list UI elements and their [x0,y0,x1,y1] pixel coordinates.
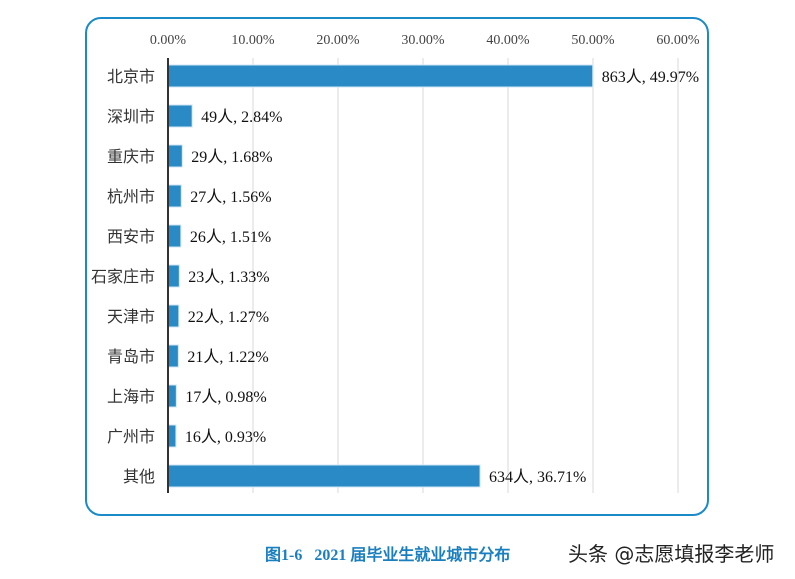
category-label: 杭州市 [107,187,155,206]
x-tick-label: 50.00% [571,33,615,48]
category-label: 青岛市 [107,347,155,366]
figure-caption: 图1-6 2021 届毕业生就业城市分布 [265,547,511,564]
x-tick-label: 40.00% [486,33,530,48]
bar [167,224,182,248]
category-label: 广州市 [107,427,155,446]
data-label: 863人, 49.97% [602,68,699,86]
bar [167,384,177,408]
x-tick-label: 30.00% [401,33,445,48]
chart-frame [85,17,709,516]
bar [167,184,182,208]
x-tick-label: 0.00% [150,33,187,48]
data-label: 27人, 1.56% [190,188,271,206]
data-label: 22人, 1.27% [188,308,269,326]
category-label: 石家庄市 [91,267,155,286]
data-label: 23人, 1.33% [188,268,269,286]
category-label: 上海市 [107,387,155,406]
category-label: 西安市 [107,227,155,246]
category-label: 其他 [123,467,155,486]
data-label: 17人, 0.98% [185,388,266,406]
x-tick-label: 60.00% [656,33,700,48]
bar [167,424,177,448]
bar [167,104,193,128]
bar [167,144,183,168]
bar [167,64,594,88]
bar [167,464,481,488]
bar [167,304,180,328]
category-label: 深圳市 [107,107,155,126]
category-label: 天津市 [107,307,155,326]
data-label: 49人, 2.84% [201,108,282,126]
category-label: 重庆市 [107,147,155,166]
data-label: 29人, 1.68% [191,148,272,166]
x-tick-label: 20.00% [316,33,360,48]
data-label: 634人, 36.71% [489,468,586,486]
watermark: 头条 @志愿填报李老师 [568,542,775,566]
data-label: 26人, 1.51% [190,228,271,246]
data-label: 16人, 0.93% [185,428,266,446]
category-label: 北京市 [107,67,155,86]
data-label: 21人, 1.22% [187,348,268,366]
x-tick-label: 10.00% [231,33,275,48]
bar [167,344,179,368]
bar [167,264,180,288]
